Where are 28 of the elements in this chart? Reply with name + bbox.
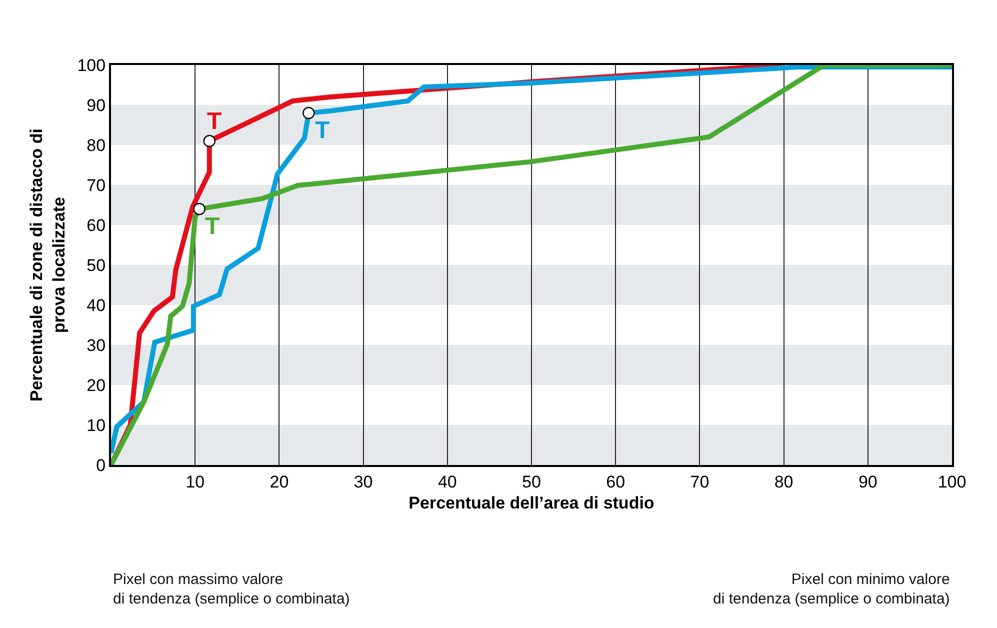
x-tick-label: 30 xyxy=(354,472,373,492)
y-tick-label: 20 xyxy=(86,376,106,395)
y-tick-label: 30 xyxy=(86,336,106,355)
x-tick-label: 90 xyxy=(858,472,878,492)
annotation: T xyxy=(315,117,330,144)
y-tick-label: 100 xyxy=(77,56,106,75)
x-tick-label: 70 xyxy=(690,472,710,492)
y-tick-label: 0 xyxy=(96,456,106,475)
x-tick-label: 100 xyxy=(938,472,966,492)
text: Pixel con massimo valore di tendenza (semplice o combinata) xyxy=(113,571,350,608)
y-tick-label: 60 xyxy=(86,216,106,235)
y-tick-label: 40 xyxy=(86,296,106,315)
y-axis-title: Percentuale di zone di distacco di prova localizzate xyxy=(27,128,68,402)
y-tick-label: 90 xyxy=(86,96,106,115)
x-tick-label: 50 xyxy=(522,472,541,492)
annotation: T xyxy=(207,108,222,135)
y-tick-label: 10 xyxy=(86,416,106,435)
y-tick-label: 70 xyxy=(86,176,106,195)
x-tick-label: 10 xyxy=(186,472,205,492)
x-tick-label: 40 xyxy=(438,472,457,492)
y-tick-label: 50 xyxy=(86,256,106,275)
x-tick-label: 60 xyxy=(606,472,626,492)
y-tick-label: 80 xyxy=(86,136,106,155)
text: Pixel con minimo valore di tendenza (semplice o combinata) xyxy=(713,571,950,608)
x-tick-label: 80 xyxy=(774,472,794,492)
x-tick-label: 20 xyxy=(270,472,289,492)
x-axis-title: Percentuale dell’area di studio xyxy=(408,493,654,512)
annotation: T xyxy=(205,213,220,240)
